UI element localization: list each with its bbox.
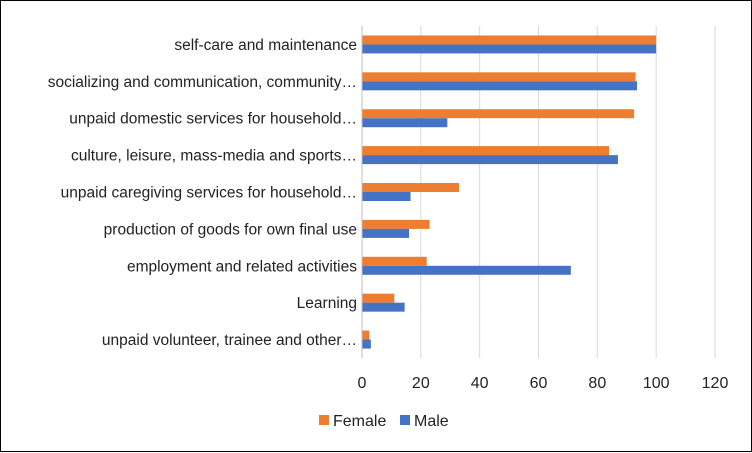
legend-label-male: Male — [414, 413, 449, 430]
category-label-unpaid-domestic-services-for-household: unpaid domestic services for household… — [69, 111, 357, 128]
category-label-unpaid-caregiving-services-for-household: unpaid caregiving services for household… — [61, 185, 357, 202]
bar-female-self-care-and-maintenance — [362, 35, 657, 45]
x-tick-label-20: 20 — [412, 375, 430, 392]
bar-male-learning — [362, 302, 405, 312]
bar-female-culture-leisure-mass-media-and-sports — [362, 146, 610, 156]
bar-female-socializing-and-communication-community — [362, 72, 636, 82]
bar-male-culture-leisure-mass-media-and-sports — [362, 155, 618, 165]
legend-swatch-male — [400, 415, 410, 425]
x-tick-label-0: 0 — [358, 375, 367, 392]
bar-female-production-of-goods-for-own-final-use — [362, 219, 430, 229]
category-label-learning: Learning — [297, 295, 357, 312]
category-label-socializing-and-communication-community: socializing and communication, community… — [48, 74, 357, 91]
category-label-employment-and-related-activities: employment and related activities — [127, 258, 357, 275]
bar-male-self-care-and-maintenance — [362, 44, 657, 54]
bar-male-socializing-and-communication-community — [362, 81, 638, 91]
category-label-production-of-goods-for-own-final-use: production of goods for own final use — [104, 221, 357, 238]
bar-female-unpaid-volunteer-trainee-and-other — [362, 330, 370, 340]
legend-swatch-female — [319, 415, 329, 425]
legend: Female Male — [319, 413, 449, 430]
bars — [362, 35, 657, 349]
legend-label-female: Female — [333, 413, 386, 430]
category-label-self-care-and-maintenance: self-care and maintenance — [174, 37, 357, 54]
x-tick-labels: 0 20 40 60 80 100 120 — [358, 375, 729, 392]
x-tick-label-60: 60 — [530, 375, 548, 392]
category-label-culture-leisure-mass-media-and-sports: culture, leisure, mass-media and sports… — [71, 148, 357, 165]
bar-male-unpaid-caregiving-services-for-household — [362, 192, 411, 201]
bar-female-learning — [362, 293, 395, 303]
bar-female-unpaid-domestic-services-for-household — [362, 109, 635, 119]
bar-male-employment-and-related-activities — [362, 265, 571, 275]
x-tick-label-40: 40 — [471, 375, 489, 392]
category-label-unpaid-volunteer-trainee-and-other: unpaid volunteer, trainee and other… — [102, 332, 357, 349]
bar-female-employment-and-related-activities — [362, 256, 427, 266]
bar-male-unpaid-domestic-services-for-household — [362, 118, 448, 128]
category-labels: self-care and maintenance socializing and… — [48, 37, 358, 349]
bar-male-production-of-goods-for-own-final-use — [362, 228, 410, 238]
bar-female-unpaid-caregiving-services-for-household — [362, 183, 460, 192]
bar-male-unpaid-volunteer-trainee-and-other — [362, 339, 371, 349]
x-tick-label-120: 120 — [702, 375, 729, 392]
x-tick-label-100: 100 — [643, 375, 670, 392]
x-tick-label-80: 80 — [588, 375, 606, 392]
